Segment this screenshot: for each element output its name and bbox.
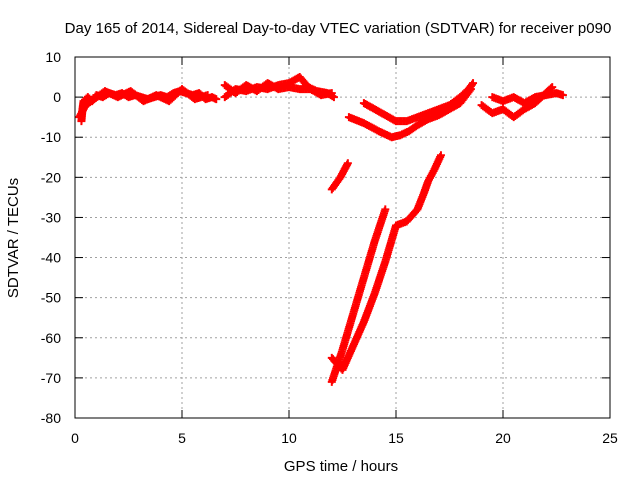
y-tick-label: 0: [53, 89, 61, 105]
series-track-d: [220, 79, 336, 100]
data-point-marker: [469, 79, 478, 88]
series-track-k: [477, 83, 557, 122]
data-point-marker: [329, 93, 338, 102]
data-point-marker: [203, 91, 212, 100]
data-point-marker: [343, 159, 352, 168]
axis-ticks: 0 5 10 15 20 25 10 0 -10 -20 -30 -40 -50 -60 -70 -80: [41, 49, 618, 446]
series-track-h: [344, 85, 475, 142]
series-track-e: [327, 159, 352, 194]
y-tick-label: -10: [41, 129, 61, 145]
series-track-f: [327, 205, 390, 386]
data-point-marker: [546, 84, 555, 93]
series-track-g: [327, 151, 445, 374]
data-markers: [75, 73, 567, 386]
y-tick-label: -30: [41, 209, 61, 225]
x-tick-label: 20: [495, 430, 511, 446]
x-tick-label: 10: [281, 430, 297, 446]
y-tick-label: -60: [41, 330, 61, 346]
series-track-i: [359, 79, 478, 126]
series-track-b: [75, 85, 212, 122]
data-point-marker: [327, 89, 336, 98]
x-tick-label: 5: [178, 430, 186, 446]
y-tick-label: -70: [41, 370, 61, 386]
y-tick-label: -80: [41, 410, 61, 426]
grid: [75, 57, 610, 418]
y-tick-label: 10: [45, 49, 61, 65]
plot-frame: [74, 56, 611, 419]
x-tick-label: 25: [602, 430, 618, 446]
chart-title: Day 165 of 2014, Sidereal Day-to-day VTE…: [65, 20, 612, 37]
data-point-marker: [467, 80, 476, 89]
x-axis-title: GPS time / hours: [284, 458, 398, 475]
data-point-marker: [212, 95, 221, 104]
x-tick-label: 0: [71, 430, 79, 446]
x-tick-label: 15: [388, 430, 404, 446]
data-point-marker: [558, 91, 567, 100]
data-point-marker: [381, 205, 390, 214]
data-point-marker: [436, 151, 445, 160]
y-tick-label: -20: [41, 169, 61, 185]
data-point-marker: [548, 83, 557, 92]
y-axis-title: SDTVAR / TECUs: [5, 178, 22, 298]
y-tick-label: -40: [41, 250, 61, 266]
y-tick-label: -50: [41, 290, 61, 306]
